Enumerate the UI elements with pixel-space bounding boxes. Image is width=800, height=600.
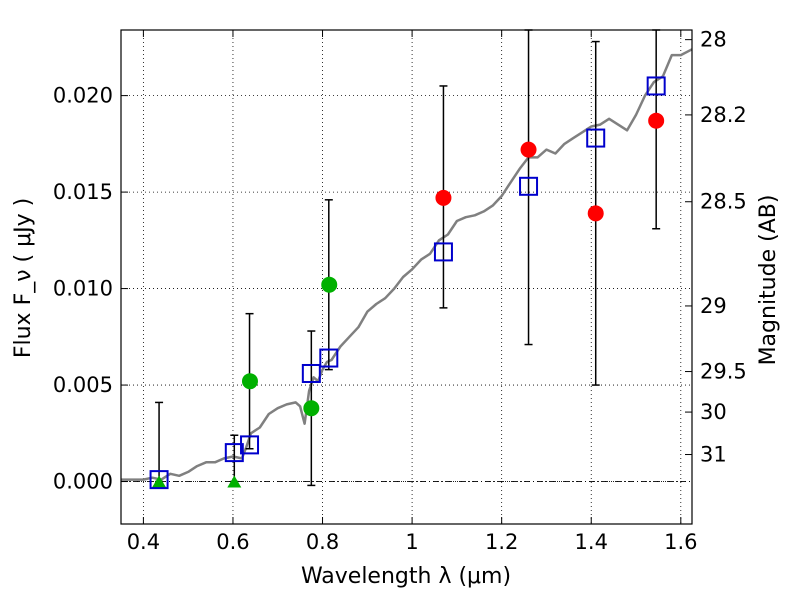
- y-tick-label: 0.010: [53, 277, 113, 301]
- synthetic-photometry-point: [240, 435, 260, 455]
- y-tick-label: 0.000: [53, 470, 113, 494]
- grid: [121, 30, 692, 524]
- synthetic-photometry-point: [319, 348, 339, 368]
- x-tick-label: 0.6: [216, 530, 249, 554]
- right-tick-label: 30: [700, 400, 727, 424]
- right-axis-label: Magnitude (AB): [756, 195, 781, 366]
- right-tick-label: 29: [700, 294, 727, 318]
- x-tick-label: 0.8: [306, 530, 339, 554]
- synthetic-photometry-point: [519, 176, 539, 196]
- model-sed-curve: [121, 48, 693, 481]
- x-tick-label: 1.6: [664, 530, 697, 554]
- y-axis-ticks: 0.000 0.005 0.010 0.015 0.020: [53, 84, 128, 494]
- synthetic-photometry-point: [433, 242, 453, 262]
- right-tick-label: 29.5: [700, 360, 747, 384]
- right-tick-label: 28.2: [700, 103, 747, 127]
- observed-ir-point: [520, 141, 537, 158]
- synthetic-photometry-point: [646, 76, 666, 96]
- observed-ir-point: [587, 205, 604, 222]
- y-tick-label: 0.020: [53, 84, 113, 108]
- y-axis-label: Flux F_ν ( μJy ): [11, 198, 36, 358]
- error-bars: [155, 29, 661, 487]
- model-sed-line: [121, 48, 693, 481]
- x-tick-label: 1.2: [485, 530, 518, 554]
- x-tick-label: 0.4: [127, 530, 160, 554]
- upper-limit-marker: [227, 475, 242, 488]
- y-tick-label: 0.005: [53, 373, 113, 397]
- x-axis-ticks: 0.4 0.6 0.8 1 1.2 1.4 1.6: [127, 30, 698, 554]
- right-axis-ticks: 28 28.2 28.5 29 29.5 30 31: [685, 28, 747, 467]
- synthetic-photometry-point: [301, 363, 321, 383]
- observed-optical-point: [241, 373, 258, 390]
- synthetic-photometry-point: [586, 128, 606, 148]
- plot-frame: [120, 29, 693, 525]
- y-tick-label: 0.015: [53, 180, 113, 204]
- observed-optical-point: [321, 276, 338, 293]
- right-tick-label: 31: [700, 443, 727, 467]
- x-axis-label: Wavelength λ (μm): [301, 564, 511, 589]
- observed-ir-point: [648, 112, 665, 129]
- x-tick-label: 1: [405, 530, 418, 554]
- right-tick-label: 28.5: [700, 190, 747, 214]
- data-points: [149, 76, 666, 490]
- observed-ir-point: [435, 189, 452, 206]
- observed-optical-point: [303, 400, 320, 417]
- x-tick-label: 1.4: [575, 530, 608, 554]
- right-tick-label: 28: [700, 28, 727, 52]
- upper-limit-marker: [152, 475, 167, 488]
- synthetic-photometry-point: [149, 470, 169, 490]
